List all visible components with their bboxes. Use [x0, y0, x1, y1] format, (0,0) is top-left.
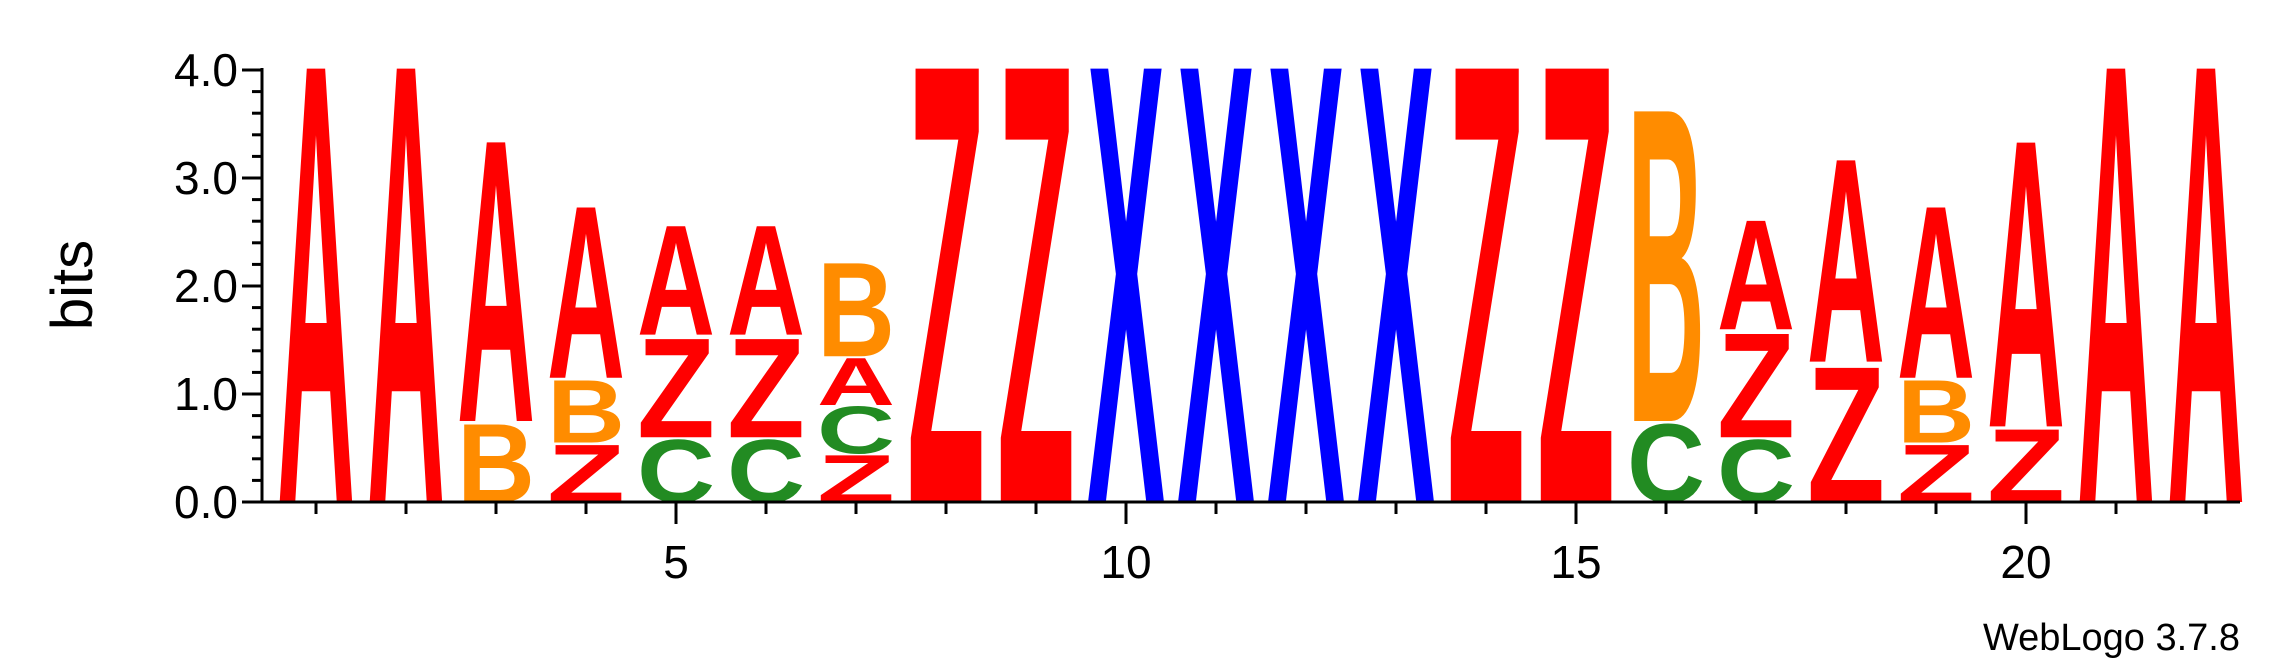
logo-glyph-a: A	[457, 55, 535, 507]
logo-glyph-b: B	[1897, 362, 1975, 462]
logo-glyph-z: Z	[637, 309, 715, 468]
logo-glyph-x: X	[1177, 0, 1256, 637]
logo-glyph-z: Z	[1537, 0, 1615, 636]
logo-glyph-x: X	[1087, 0, 1166, 637]
logo-glyph-a: A	[367, 0, 445, 636]
x-axis: 5 10 15 20	[262, 500, 2240, 588]
logo-glyph-x: X	[1267, 0, 1346, 637]
logo-glyph-a: A	[2077, 0, 2155, 636]
logo-glyph-z: Z	[1717, 302, 1795, 470]
logo-glyph-a: A	[817, 344, 895, 420]
logo-glyph-c: C	[817, 393, 895, 469]
logo-glyph-b: B	[817, 234, 895, 385]
logo-glyph-x: X	[1357, 0, 1436, 637]
x-tick-label: 20	[2000, 536, 2051, 588]
y-axis-title: bits	[40, 240, 105, 330]
logo-glyph-a: A	[637, 192, 715, 368]
y-tick-label: 3.0	[174, 152, 238, 204]
x-tick-label: 10	[1100, 536, 1151, 588]
y-tick-label: 1.0	[174, 368, 238, 420]
logo-glyph-z: Z	[1447, 0, 1525, 636]
x-tick-label: 5	[663, 536, 689, 588]
logo-glyph-z: Z	[727, 309, 805, 468]
y-tick-label: 0.0	[174, 476, 238, 528]
y-tick-label: 2.0	[174, 260, 238, 312]
logo-glyph-b: B	[1627, 15, 1705, 517]
logo-glyph-a: A	[1897, 155, 1975, 431]
logo-glyph-b: B	[547, 362, 625, 462]
logo-glyph-a: A	[2167, 0, 2245, 636]
y-tick-label: 4.0	[174, 44, 238, 96]
logo-glyph-a: A	[547, 155, 625, 431]
logo-glyph-a: A	[1807, 96, 1885, 424]
logo-glyph-a: A	[1717, 187, 1795, 363]
logo-glyph-z: Z	[907, 0, 985, 636]
logo-glyph-z: Z	[997, 0, 1075, 636]
logo-glyph-a: A	[277, 0, 355, 636]
weblogo-version-label: WebLogo 3.7.8	[1983, 617, 2240, 659]
logo-glyph-a: A	[727, 192, 805, 368]
y-axis: 0.0 1.0 2.0 3.0 4.0	[174, 44, 264, 528]
x-tick-label: 15	[1550, 536, 1601, 588]
logo-glyph-a: A	[1987, 53, 2065, 514]
